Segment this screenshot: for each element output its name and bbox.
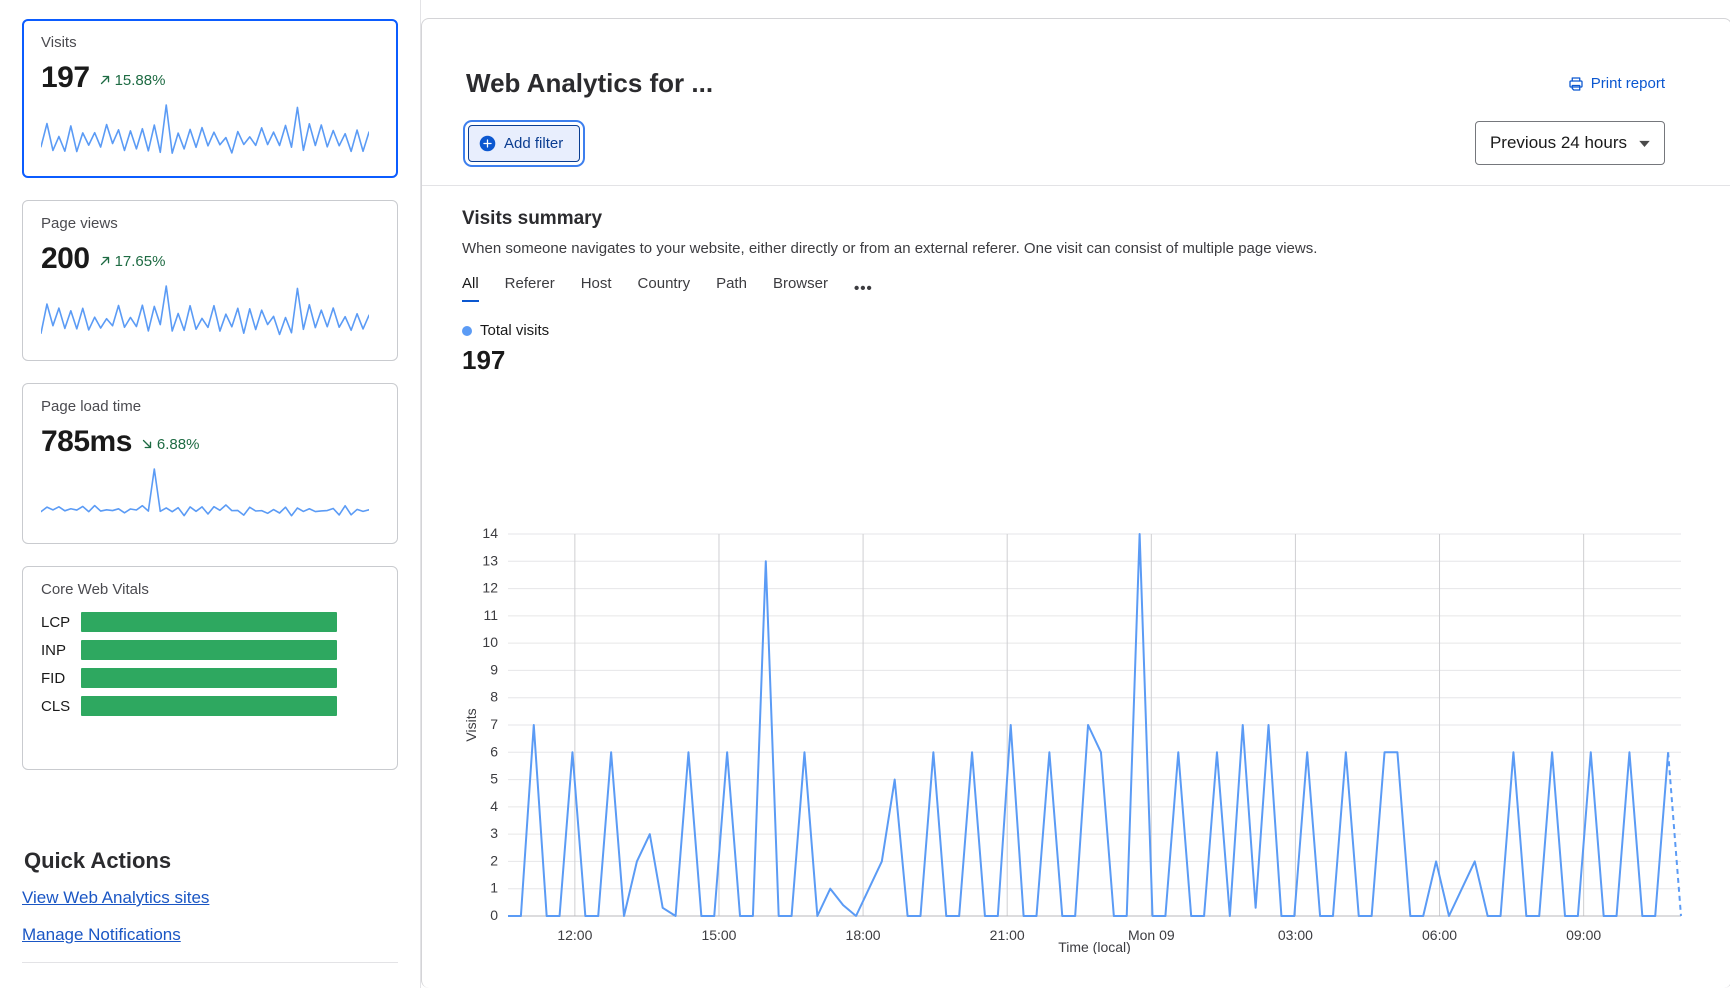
- svg-text:12:00: 12:00: [557, 927, 592, 943]
- svg-text:11: 11: [483, 607, 498, 623]
- svg-text:8: 8: [490, 689, 498, 705]
- svg-text:Visits: Visits: [463, 708, 479, 741]
- svg-text:15:00: 15:00: [701, 927, 736, 943]
- svg-text:1: 1: [490, 880, 498, 896]
- svg-text:4: 4: [490, 798, 498, 814]
- svg-text:09:00: 09:00: [1566, 927, 1601, 943]
- svg-text:5: 5: [490, 771, 498, 787]
- svg-text:13: 13: [482, 552, 498, 568]
- svg-text:18:00: 18:00: [846, 927, 881, 943]
- svg-text:3: 3: [490, 825, 498, 841]
- svg-text:10: 10: [482, 634, 498, 650]
- svg-text:21:00: 21:00: [990, 927, 1025, 943]
- svg-text:6: 6: [490, 743, 498, 759]
- svg-text:7: 7: [490, 716, 498, 732]
- svg-text:12: 12: [482, 580, 498, 596]
- svg-text:06:00: 06:00: [1422, 927, 1457, 943]
- svg-text:2: 2: [490, 852, 498, 868]
- svg-text:Time (local): Time (local): [1058, 939, 1131, 954]
- svg-text:03:00: 03:00: [1278, 927, 1313, 943]
- svg-text:14: 14: [482, 525, 498, 541]
- svg-text:0: 0: [490, 907, 498, 923]
- svg-text:9: 9: [490, 661, 498, 677]
- svg-text:Mon 09: Mon 09: [1128, 927, 1175, 943]
